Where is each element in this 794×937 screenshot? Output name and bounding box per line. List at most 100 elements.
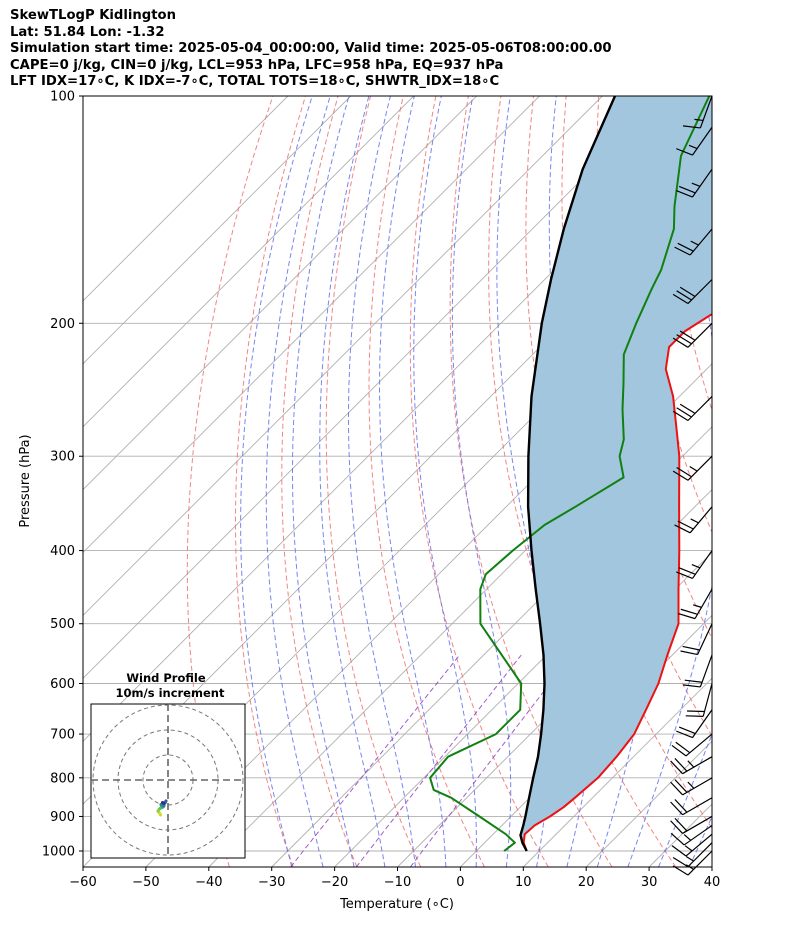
dry-adiabat-line (729, 96, 794, 867)
wind-barb (671, 733, 713, 757)
wind-barb-feather (671, 845, 687, 857)
wind-barb-feather (672, 410, 689, 421)
wind-barb-feather (682, 684, 701, 688)
dry-adiabat-line (281, 96, 358, 867)
x-tick-label: −20 (321, 875, 348, 890)
wind-barb-shaft (685, 733, 713, 757)
y-tick-label: 800 (50, 771, 75, 786)
wind-barb (676, 126, 713, 156)
isotherm-line (334, 488, 712, 867)
moist-adiabat-line (348, 96, 416, 867)
wind-barb-half-feather (690, 518, 699, 524)
wind-barb-shaft (697, 623, 713, 655)
wind-barbs (670, 95, 713, 876)
wind-barb-feather (674, 524, 691, 534)
wind-barb-feather (676, 407, 692, 418)
wind-barb-feather (679, 286, 696, 297)
isotherm-line (83, 96, 477, 491)
moist-adiabat-line (720, 96, 794, 867)
mixing-ratio-line (355, 654, 522, 867)
hodograph-subtitle: 10m/s increment (116, 686, 225, 700)
wind-barb-shaft (683, 824, 713, 846)
wind-barb (670, 756, 713, 775)
moist-adiabat-line (240, 96, 313, 867)
wind-barb-shaft (682, 756, 713, 775)
wind-barb-shaft (682, 815, 713, 834)
wind-barb-shaft (687, 455, 713, 481)
hodograph-inset: Wind Profile 10m/s increment (90, 671, 246, 859)
wind-barb-shaft (689, 506, 713, 534)
wind-barb-half-feather (691, 563, 701, 569)
wind-barb-feather (679, 403, 696, 414)
isotherm-line (83, 96, 415, 428)
isotherm-line (83, 96, 603, 617)
wind-barb-shaft (687, 842, 713, 868)
wind-barb-shaft (692, 168, 713, 198)
x-tick-label: −30 (258, 875, 285, 890)
wind-barb-shaft (682, 797, 713, 816)
wind-barb (676, 550, 713, 579)
wind-barb-feather (674, 799, 688, 813)
wind-barb (670, 824, 713, 846)
wind-barb-half-feather (689, 465, 698, 472)
wind-barb-feather (680, 608, 698, 615)
wind-barb-half-feather (687, 760, 695, 768)
x-tick-label: 10 (515, 875, 532, 890)
wind-barb (676, 709, 713, 739)
x-tick-label: 30 (641, 875, 658, 890)
wind-barb-shaft (692, 126, 713, 156)
wind-barb (680, 623, 713, 656)
wind-barb-half-feather (684, 845, 693, 852)
wind-barb-feather (670, 832, 685, 846)
wind-barb-shaft (687, 396, 713, 421)
wind-barb-feather (670, 781, 683, 796)
wind-barb-half-feather (685, 855, 694, 862)
wind-barb (682, 654, 713, 688)
wind-barb (672, 842, 713, 868)
dry-adiabat-line (186, 96, 274, 867)
wind-barb (682, 95, 713, 129)
chart-title-block: SkewTLogP Kidlington Lat: 51.84 Lon: -1.… (10, 8, 612, 91)
isotherm-line (83, 96, 289, 302)
wind-barb-feather (687, 710, 705, 713)
wind-barb-feather (676, 148, 693, 156)
parcel-profile-line (519, 96, 617, 852)
dry-adiabat-line (368, 96, 485, 867)
wind-barb-feather (677, 520, 694, 530)
wind-barb-half-feather (692, 604, 702, 608)
moist-adiabat-line (451, 96, 512, 867)
isotherm-line (83, 96, 540, 554)
wind-barb (672, 279, 713, 305)
mixing-ratio-line (409, 654, 573, 867)
wind-barb-feather (674, 758, 688, 772)
x-tick-label: −40 (195, 875, 222, 890)
wind-barb (672, 850, 713, 876)
wind-barb (670, 815, 713, 834)
wind-barb-shaft (687, 850, 713, 876)
isotherm-line (397, 551, 712, 867)
wind-barb-feather (678, 613, 696, 620)
wind-barb-shaft (682, 777, 713, 796)
moist-adiabat-line (292, 96, 355, 867)
sounding-series (429, 96, 712, 852)
wind-barb (672, 396, 713, 421)
wind-barb-feather (684, 679, 703, 683)
y-tick-label: 1000 (42, 845, 75, 860)
dry-adiabat-line (663, 96, 712, 412)
chart-indices-2: LFT IDX=17∘C, K IDX=-7∘C, TOTAL TOTS=18∘… (10, 74, 500, 90)
x-tick-label: 20 (578, 875, 595, 890)
isotherm-line (522, 677, 712, 867)
chart-title: SkewTLogP Kidlington (10, 8, 176, 23)
wind-barb-feather (674, 246, 691, 256)
wind-barb-shaft (692, 709, 713, 738)
wind-barb-feather (678, 726, 696, 735)
wind-barb-feather (676, 290, 692, 301)
x-axis-ticks: −60 −50 −40 −30 −20 −10 0 10 20 30 40 (69, 867, 720, 890)
wind-barb-feather (674, 779, 688, 793)
y-tick-label: 900 (50, 810, 75, 825)
moist-adiabat-line (496, 96, 551, 867)
wind-barb (674, 228, 713, 256)
mixing-ratio-line (290, 654, 461, 867)
dewpoint-profile-line (429, 96, 711, 852)
wind-barb-feather (670, 820, 683, 834)
